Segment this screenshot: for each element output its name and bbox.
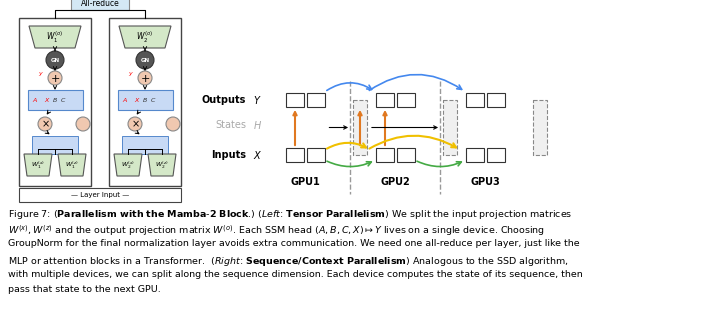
Text: $A$: $A$ — [123, 96, 128, 104]
Circle shape — [136, 51, 154, 69]
Text: $W_1^{(o)}$: $W_1^{(o)}$ — [46, 29, 64, 45]
Bar — [109, 18, 181, 186]
Circle shape — [138, 71, 152, 85]
Bar — [32, 136, 78, 154]
Text: $Y$: $Y$ — [253, 94, 262, 106]
Text: $W_2^{(z)}$: $W_2^{(z)}$ — [155, 159, 169, 171]
Polygon shape — [119, 26, 171, 48]
Text: Inputs: Inputs — [211, 150, 246, 160]
Text: $B$: $B$ — [143, 96, 148, 104]
Text: GPU2: GPU2 — [380, 177, 410, 187]
Bar — [353, 100, 367, 155]
Text: GPU3: GPU3 — [470, 177, 500, 187]
Bar — [286, 148, 303, 162]
Bar — [533, 100, 547, 155]
Text: $+$: $+$ — [140, 72, 150, 83]
Text: $+$: $+$ — [50, 72, 60, 83]
Circle shape — [166, 117, 180, 131]
Text: $W_1^{(z)}$: $W_1^{(z)}$ — [65, 159, 79, 171]
Bar — [307, 148, 324, 162]
Text: GroupNorm for the final normalization layer avoids extra communication. We need : GroupNorm for the final normalization la… — [8, 239, 580, 248]
Bar — [376, 93, 394, 107]
Text: $W_1^{(x)}$: $W_1^{(x)}$ — [31, 159, 45, 171]
Text: $y$: $y$ — [38, 70, 44, 78]
Circle shape — [46, 51, 64, 69]
Text: $H$: $H$ — [253, 119, 262, 131]
Bar — [486, 93, 505, 107]
Bar — [19, 18, 91, 186]
Text: GN: GN — [51, 58, 60, 63]
Text: — Layer Input —: — Layer Input — — [71, 192, 129, 198]
Text: $\times$: $\times$ — [41, 119, 49, 129]
Text: MLP or attention blocks in a Transformer.  ($\mathit{Right}$: $\mathbf{Sequence/: MLP or attention blocks in a Transformer… — [8, 255, 569, 268]
Text: $C$: $C$ — [150, 96, 157, 104]
Text: $W^{(x)},W^{(z)}$ and the output projection matrix $W^{(o)}$. Each SSM head $(A,: $W^{(x)},W^{(z)}$ and the output project… — [8, 223, 545, 238]
Text: $W_2^{(x)}$: $W_2^{(x)}$ — [121, 159, 135, 171]
Bar — [376, 148, 394, 162]
Polygon shape — [58, 154, 86, 176]
Polygon shape — [29, 26, 81, 48]
Circle shape — [38, 117, 52, 131]
Text: All-reduce: All-reduce — [81, 0, 119, 7]
Circle shape — [48, 71, 62, 85]
Text: pass that state to the next GPU.: pass that state to the next GPU. — [8, 285, 161, 294]
Bar — [307, 93, 324, 107]
Bar — [286, 93, 303, 107]
Bar — [443, 100, 457, 155]
Bar — [117, 90, 173, 110]
Bar — [397, 93, 414, 107]
Text: $X$: $X$ — [253, 149, 263, 161]
Bar — [122, 136, 168, 154]
Bar — [27, 90, 83, 110]
Circle shape — [76, 117, 90, 131]
Text: $X$: $X$ — [135, 96, 141, 104]
Text: $C$: $C$ — [60, 96, 67, 104]
Text: Figure 7: ($\mathbf{Parallelism\ with\ the\ Mamba\text{-}2\ Block}$.) ($\mathit{: Figure 7: ($\mathbf{Parallelism\ with\ t… — [8, 208, 572, 221]
Bar — [486, 148, 505, 162]
Text: $B$: $B$ — [53, 96, 58, 104]
Text: GN: GN — [140, 58, 150, 63]
Text: $X$: $X$ — [44, 96, 51, 104]
Bar — [19, 188, 181, 202]
Polygon shape — [114, 154, 142, 176]
Bar — [465, 148, 484, 162]
Polygon shape — [24, 154, 52, 176]
Bar — [465, 93, 484, 107]
Text: $\times$: $\times$ — [131, 119, 140, 129]
Text: $A$: $A$ — [32, 96, 39, 104]
Text: with multiple devices, we can split along the sequence dimension. Each device co: with multiple devices, we can split alon… — [8, 270, 583, 279]
Text: States: States — [215, 120, 246, 130]
Bar — [71, 0, 129, 10]
Polygon shape — [148, 154, 176, 176]
Text: $W_2^{(o)}$: $W_2^{(o)}$ — [136, 29, 154, 45]
Text: Outputs: Outputs — [201, 95, 246, 105]
Circle shape — [128, 117, 142, 131]
Text: GPU1: GPU1 — [290, 177, 320, 187]
Bar — [397, 148, 414, 162]
Text: $y$: $y$ — [128, 70, 134, 78]
